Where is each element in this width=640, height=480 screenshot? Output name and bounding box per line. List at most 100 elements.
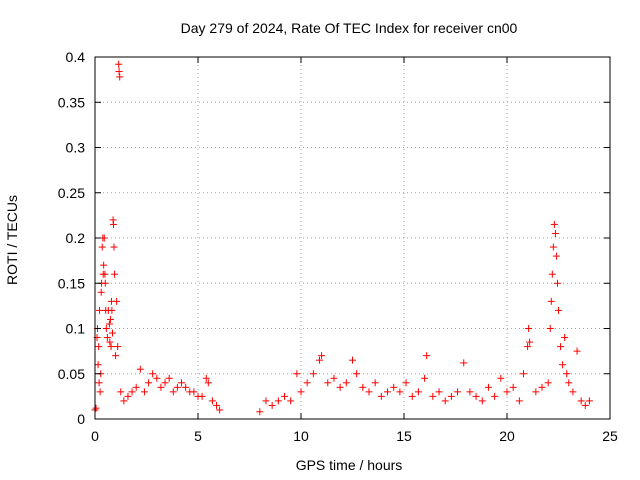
data-point: [216, 406, 224, 414]
data-point: [202, 374, 210, 382]
data-point: [117, 388, 125, 396]
x-tick-label: 5: [194, 428, 202, 444]
data-point: [552, 252, 560, 260]
data-point: [538, 383, 546, 391]
data-point: [447, 392, 455, 400]
data-point: [565, 379, 573, 387]
data-point: [120, 397, 128, 405]
data-point: [342, 379, 350, 387]
data-point: [293, 370, 301, 378]
data-point: [577, 397, 585, 405]
data-point: [377, 392, 385, 400]
data-point: [550, 220, 558, 228]
data-point: [98, 243, 106, 251]
y-tick-label: 0.2: [66, 230, 86, 246]
data-point: [198, 392, 206, 400]
data-point: [106, 338, 114, 346]
data-point: [136, 365, 144, 373]
data-point: [157, 383, 165, 391]
data-point: [435, 388, 443, 396]
data-point: [569, 388, 577, 396]
data-point: [268, 401, 276, 409]
data-point: [324, 379, 332, 387]
data-point: [549, 243, 557, 251]
data-point: [353, 370, 361, 378]
data-point: [114, 343, 122, 351]
data-point: [402, 379, 410, 387]
data-point: [454, 388, 462, 396]
data-point: [165, 374, 173, 382]
data-point: [460, 359, 468, 367]
data-point: [101, 279, 109, 287]
data-point: [140, 388, 148, 396]
data-point: [256, 408, 264, 416]
data-point: [182, 383, 190, 391]
data-point: [429, 392, 437, 400]
data-point: [365, 388, 373, 396]
y-tick-label: 0.35: [58, 94, 85, 110]
data-point: [396, 388, 404, 396]
data-point: [585, 397, 593, 405]
y-tick-label: 0.3: [66, 140, 86, 156]
data-point: [384, 388, 392, 396]
data-point: [161, 379, 169, 387]
data-point: [559, 361, 567, 369]
data-point: [107, 343, 115, 351]
data-point: [103, 334, 111, 342]
data-point: [316, 356, 324, 364]
data-point: [423, 352, 431, 360]
y-tick-label: 0.4: [66, 49, 86, 65]
data-point: [96, 306, 104, 314]
x-tick-label: 10: [293, 428, 309, 444]
data-point: [390, 383, 398, 391]
x-tick-label: 0: [91, 428, 99, 444]
grid: [95, 57, 610, 419]
data-point: [101, 270, 109, 278]
data-point: [94, 361, 102, 369]
y-axis-label: ROTI / TECUs: [4, 195, 20, 285]
data-point: [110, 243, 118, 251]
x-tick-label: 15: [396, 428, 412, 444]
data-point: [113, 297, 121, 305]
data-point: [509, 383, 517, 391]
y-tick-label: 0: [77, 411, 85, 427]
data-point: [297, 388, 305, 396]
data-point: [349, 356, 356, 364]
data-point: [128, 388, 136, 396]
x-axis-label: GPS time / hours: [296, 457, 403, 473]
data-point: [274, 397, 282, 405]
data-point: [573, 347, 581, 355]
data-point: [105, 320, 113, 328]
data-point: [557, 343, 565, 351]
data-point: [330, 374, 338, 382]
data-points: [91, 60, 593, 416]
data-point: [303, 379, 311, 387]
data-point: [100, 261, 108, 269]
data-point: [109, 329, 117, 337]
data-point: [111, 270, 119, 278]
y-tick-label: 0.05: [58, 366, 85, 382]
data-point: [421, 374, 429, 382]
chart-title: Day 279 of 2024, Rate Of TEC Index for r…: [181, 20, 518, 36]
data-point: [106, 315, 114, 323]
data-point: [149, 370, 157, 378]
data-point: [472, 392, 480, 400]
data-point: [484, 383, 492, 391]
data-point: [173, 383, 181, 391]
data-point: [112, 352, 120, 360]
data-point: [96, 388, 104, 396]
data-point: [491, 392, 499, 400]
data-point: [561, 334, 569, 342]
data-point: [97, 288, 105, 296]
data-point: [563, 370, 571, 378]
data-point: [555, 306, 562, 314]
data-point: [124, 392, 132, 400]
data-point: [115, 67, 123, 75]
data-point: [478, 397, 486, 405]
data-point: [213, 401, 221, 409]
data-point: [526, 338, 534, 346]
data-point: [336, 383, 344, 391]
data-point: [525, 325, 533, 332]
